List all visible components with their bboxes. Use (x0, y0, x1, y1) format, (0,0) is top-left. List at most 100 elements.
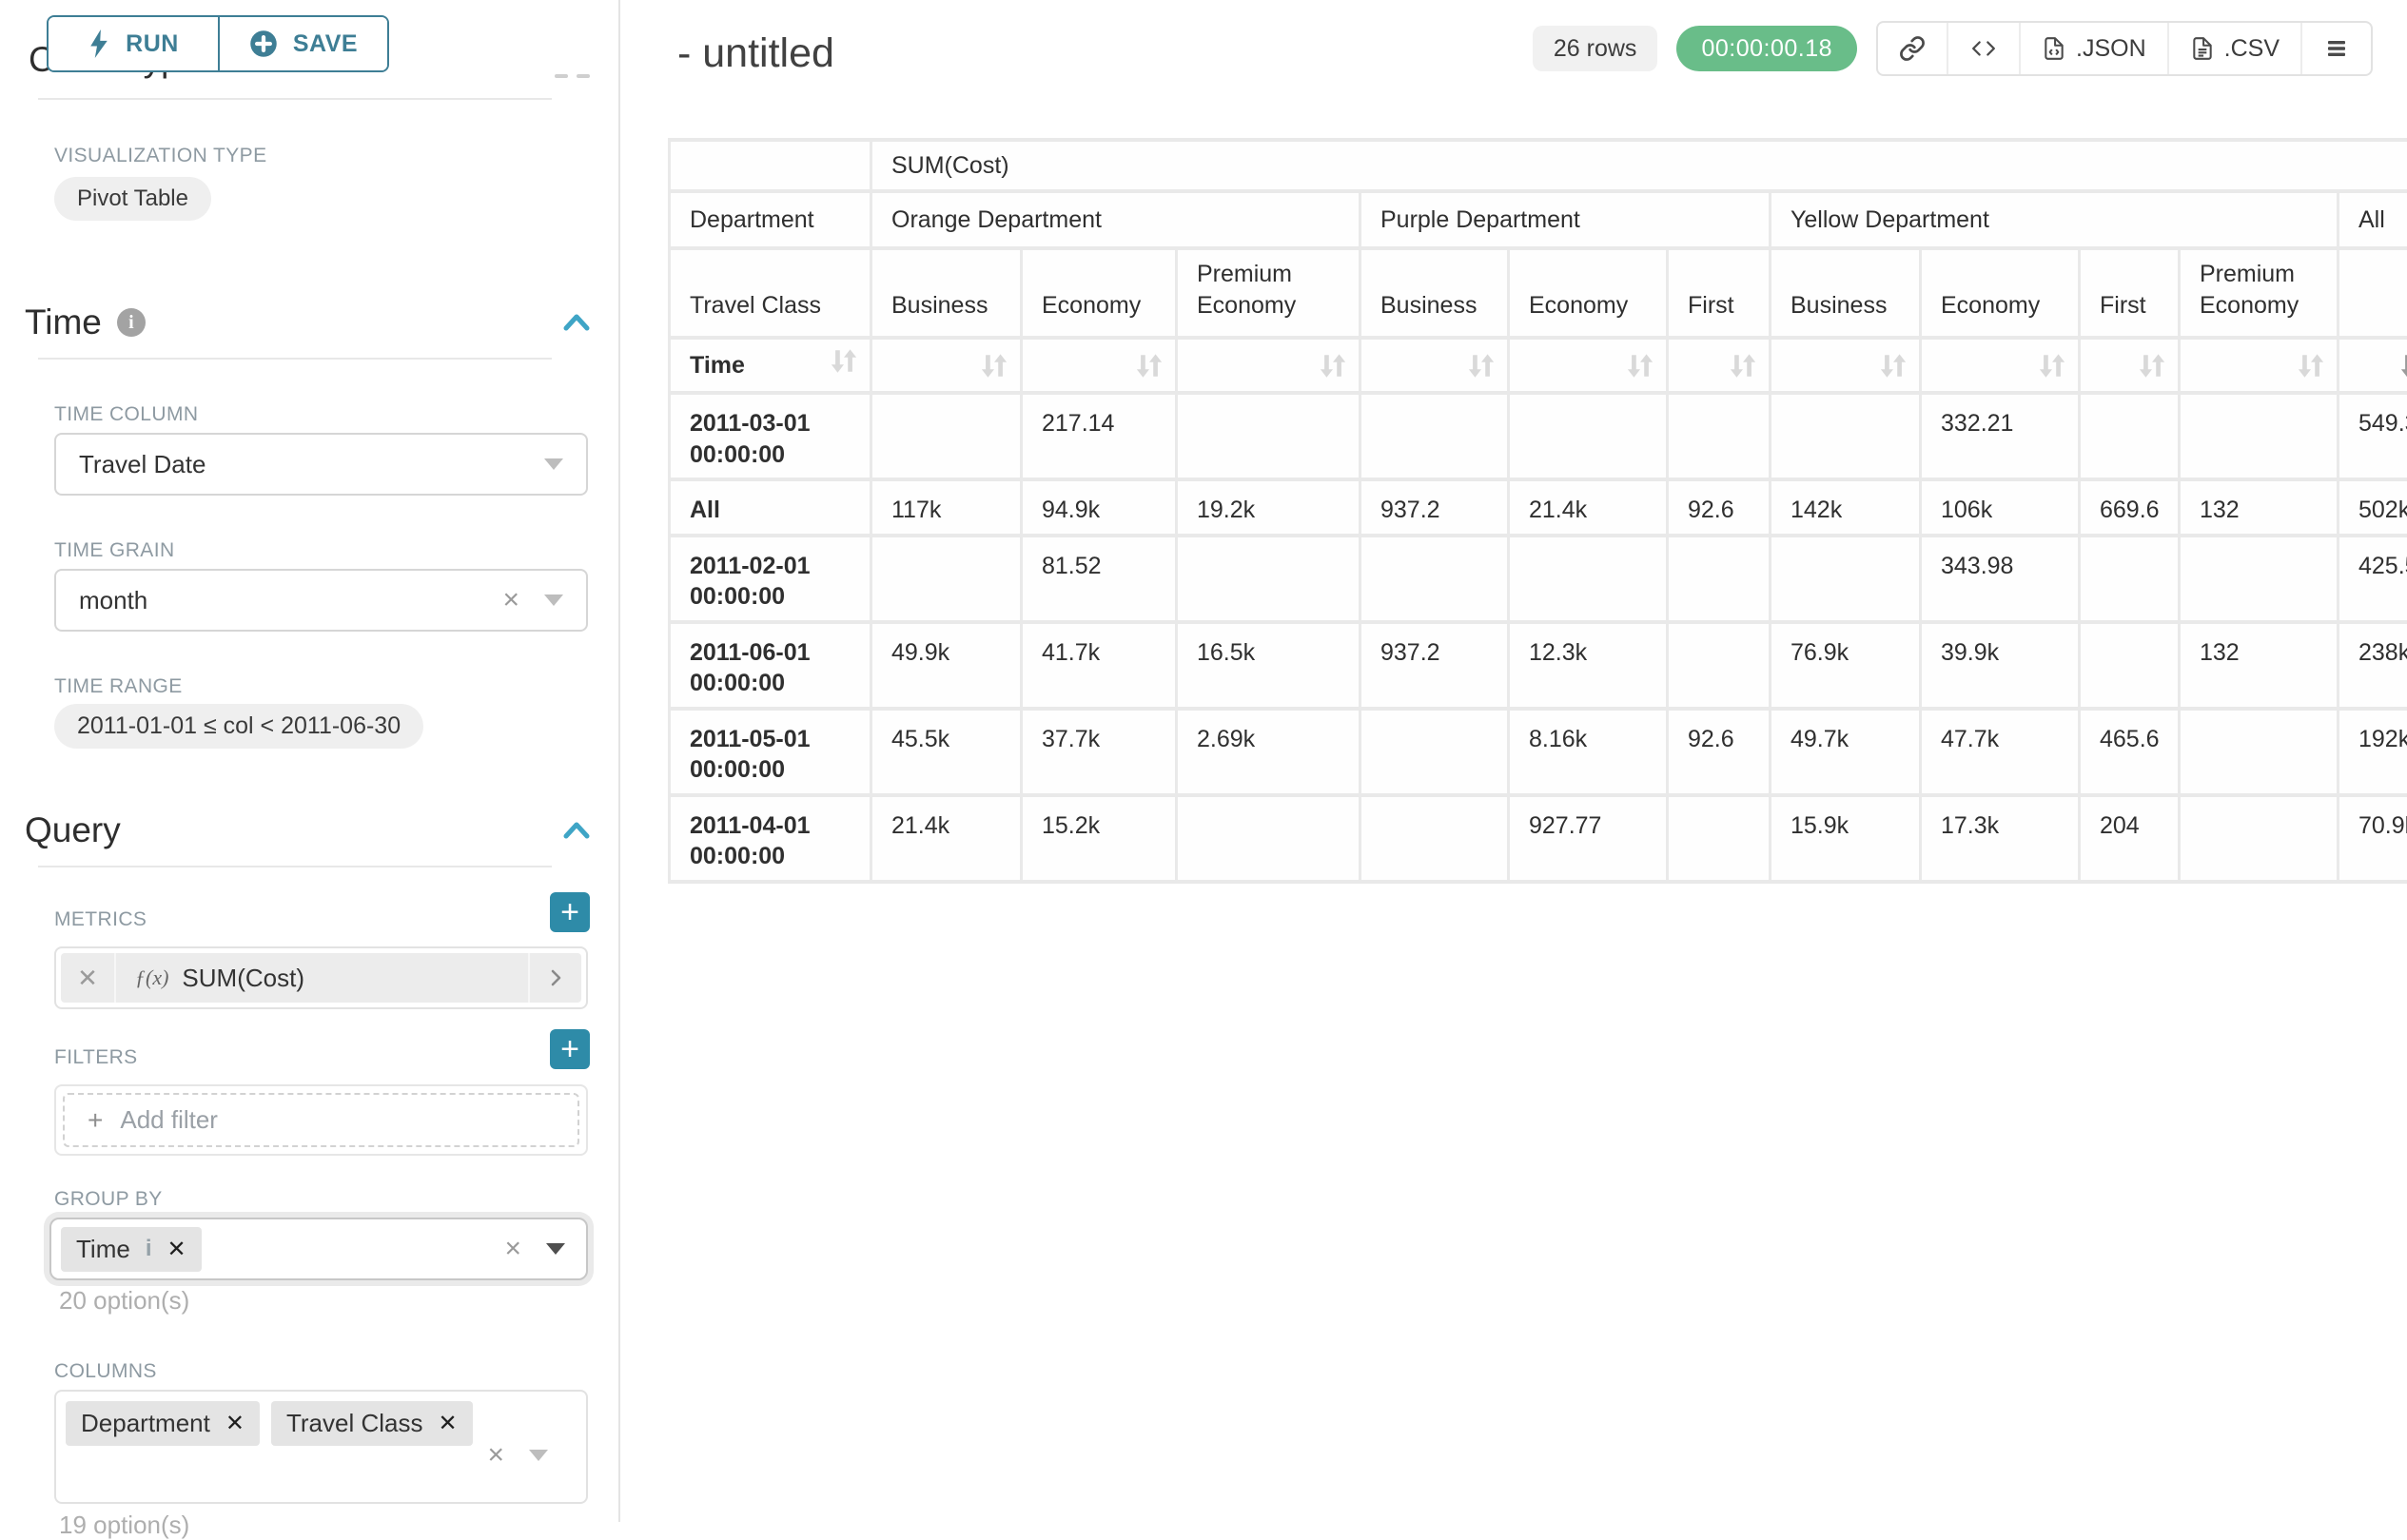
caret-down-icon[interactable] (529, 1450, 548, 1461)
sort-icon[interactable] (1626, 353, 1654, 379)
pivot-row-header: 2011-03-01 00:00:00 (671, 395, 870, 478)
department-group-header: Purple Department (1361, 193, 1769, 246)
close-icon[interactable]: ✕ (166, 1236, 186, 1262)
travel-class-header: Economy (1922, 250, 2078, 336)
caret-down-icon[interactable] (546, 1243, 565, 1255)
sort-header-cell[interactable] (2339, 340, 2407, 391)
collapsed-chevron-remnant (555, 74, 568, 78)
sort-icon[interactable] (830, 348, 858, 374)
time-sort-header-cell[interactable]: Time (671, 340, 870, 391)
department-group-header: Orange Department (872, 193, 1359, 246)
link-icon (1900, 36, 1925, 61)
menu-button[interactable] (2300, 23, 2371, 74)
filters-label: FILTERS (54, 1046, 138, 1068)
sort-icon[interactable] (1729, 353, 1757, 379)
sort-header-cell[interactable] (872, 340, 1020, 391)
sort-icon[interactable] (2138, 353, 2166, 379)
pivot-value-cell: 2.69k (1178, 710, 1359, 793)
close-icon[interactable]: ✕ (225, 1411, 245, 1436)
pivot-value-cell: 92.6 (1669, 710, 1769, 793)
sort-icon[interactable] (2297, 353, 2325, 379)
group-by-select[interactable]: Time i ✕ × (49, 1218, 588, 1280)
sort-icon[interactable] (980, 353, 1008, 379)
pivot-value-cell: 106k (1922, 481, 2078, 534)
divider (38, 866, 552, 867)
sort-header-cell[interactable] (1361, 340, 1507, 391)
clear-icon[interactable]: × (502, 584, 519, 615)
column-info-icon[interactable]: i (145, 1236, 152, 1261)
sort-icon[interactable] (1467, 353, 1496, 379)
travel-class-header-row: Travel Class Business Economy Premium Ec… (671, 250, 2407, 336)
sort-header-cell[interactable] (1510, 340, 1666, 391)
code-icon (1972, 41, 1995, 56)
control-panel-sidebar: Chart Type RUN SAVE VISUALIZATION TYPE P… (0, 0, 619, 1539)
copy-link-button[interactable] (1878, 23, 1947, 74)
sort-desc-icon[interactable] (2399, 353, 2407, 379)
pivot-value-cell: 425.5 (2339, 536, 2407, 620)
time-grain-select[interactable]: month × (54, 569, 588, 632)
view-query-button[interactable] (1947, 23, 2019, 74)
chevron-up-icon[interactable] (561, 820, 592, 841)
viz-type-value-pill[interactable]: Pivot Table (54, 177, 211, 221)
sort-header-cell[interactable] (1669, 340, 1769, 391)
pivot-value-cell (1669, 536, 1769, 620)
chevron-right-icon[interactable] (528, 953, 581, 1003)
sort-header-cell[interactable] (1922, 340, 2078, 391)
sort-icon[interactable] (1319, 353, 1347, 379)
travel-class-header: First (1669, 250, 1769, 336)
sort-header-cell[interactable] (2181, 340, 2337, 391)
pivot-value-cell: 19.2k (1178, 481, 1359, 534)
lightning-icon (90, 29, 108, 58)
pivot-value-cell: 15.9k (1771, 796, 1919, 880)
save-button[interactable]: SAVE (218, 17, 387, 70)
pivot-value-cell: 37.7k (1023, 710, 1175, 793)
pivot-value-cell: 92.6 (1669, 481, 1769, 534)
export-json-button[interactable]: .JSON (2019, 23, 2167, 74)
pivot-row-header: 2011-02-01 00:00:00 (671, 536, 870, 620)
pivot-value-cell (1669, 623, 1769, 707)
pivot-value-cell (2081, 395, 2178, 478)
sort-header-cell[interactable] (1023, 340, 1175, 391)
time-range-value-pill[interactable]: 2011-01-01 ≤ col < 2011-06-30 (54, 704, 424, 749)
pivot-value-cell: 41.7k (1023, 623, 1175, 707)
add-metric-button[interactable]: + (550, 892, 590, 932)
sort-header-cell[interactable] (1178, 340, 1359, 391)
results-toolbar: 26 rows 00:00:00.18 .JSON .CSV (1532, 21, 2373, 76)
chart-title[interactable]: - untitled (677, 30, 834, 76)
pivot-body: 2011-03-01 00:00:00217.14332.21549.35All… (671, 395, 2407, 880)
info-icon[interactable]: i (116, 308, 146, 337)
pivot-value-cell: 16.5k (1178, 623, 1359, 707)
time-column-select[interactable]: Travel Date (54, 433, 588, 496)
add-filter-button[interactable]: + Add filter (63, 1093, 579, 1147)
close-icon[interactable]: ✕ (438, 1411, 458, 1436)
clear-icon[interactable]: × (504, 1233, 521, 1264)
chevron-up-icon[interactable] (561, 312, 592, 333)
pivot-value-cell (1771, 536, 1919, 620)
sort-icon[interactable] (1879, 353, 1908, 379)
query-timer-badge: 00:00:00.18 (1676, 26, 1858, 71)
clear-icon[interactable]: × (487, 1439, 504, 1471)
group-by-label: GROUP BY (54, 1188, 163, 1210)
sort-icon[interactable] (1135, 353, 1164, 379)
pivot-value-cell (872, 395, 1020, 478)
pivot-value-cell (1178, 796, 1359, 880)
metric-header-row: SUM(Cost) (671, 142, 2407, 189)
travel-class-header: Business (1771, 250, 1919, 336)
pivot-value-cell (2181, 536, 2337, 620)
sort-header-cell[interactable] (1771, 340, 1919, 391)
columns-select[interactable]: Department ✕ Travel Class ✕ × (54, 1390, 588, 1504)
pivot-value-cell: 70.9k (2339, 796, 2407, 880)
run-button[interactable]: RUN (49, 17, 218, 70)
department-axis-label: Department (671, 193, 870, 246)
export-csv-button[interactable]: .CSV (2166, 23, 2300, 74)
travel-class-header: Premium Economy (2181, 250, 2337, 336)
sort-icon[interactable] (2038, 353, 2066, 379)
add-filter-plus-button[interactable]: + (550, 1029, 590, 1069)
pivot-value-cell (1178, 536, 1359, 620)
pivot-value-cell: 21.4k (1510, 481, 1666, 534)
metric-chip[interactable]: ✕ ƒ(x) SUM(Cost) (61, 953, 581, 1003)
pivot-value-cell: 669.6 (2081, 481, 2178, 534)
remove-metric-icon[interactable]: ✕ (61, 953, 116, 1003)
sort-header-cell[interactable] (2081, 340, 2178, 391)
travel-class-axis-label: Travel Class (671, 250, 870, 336)
